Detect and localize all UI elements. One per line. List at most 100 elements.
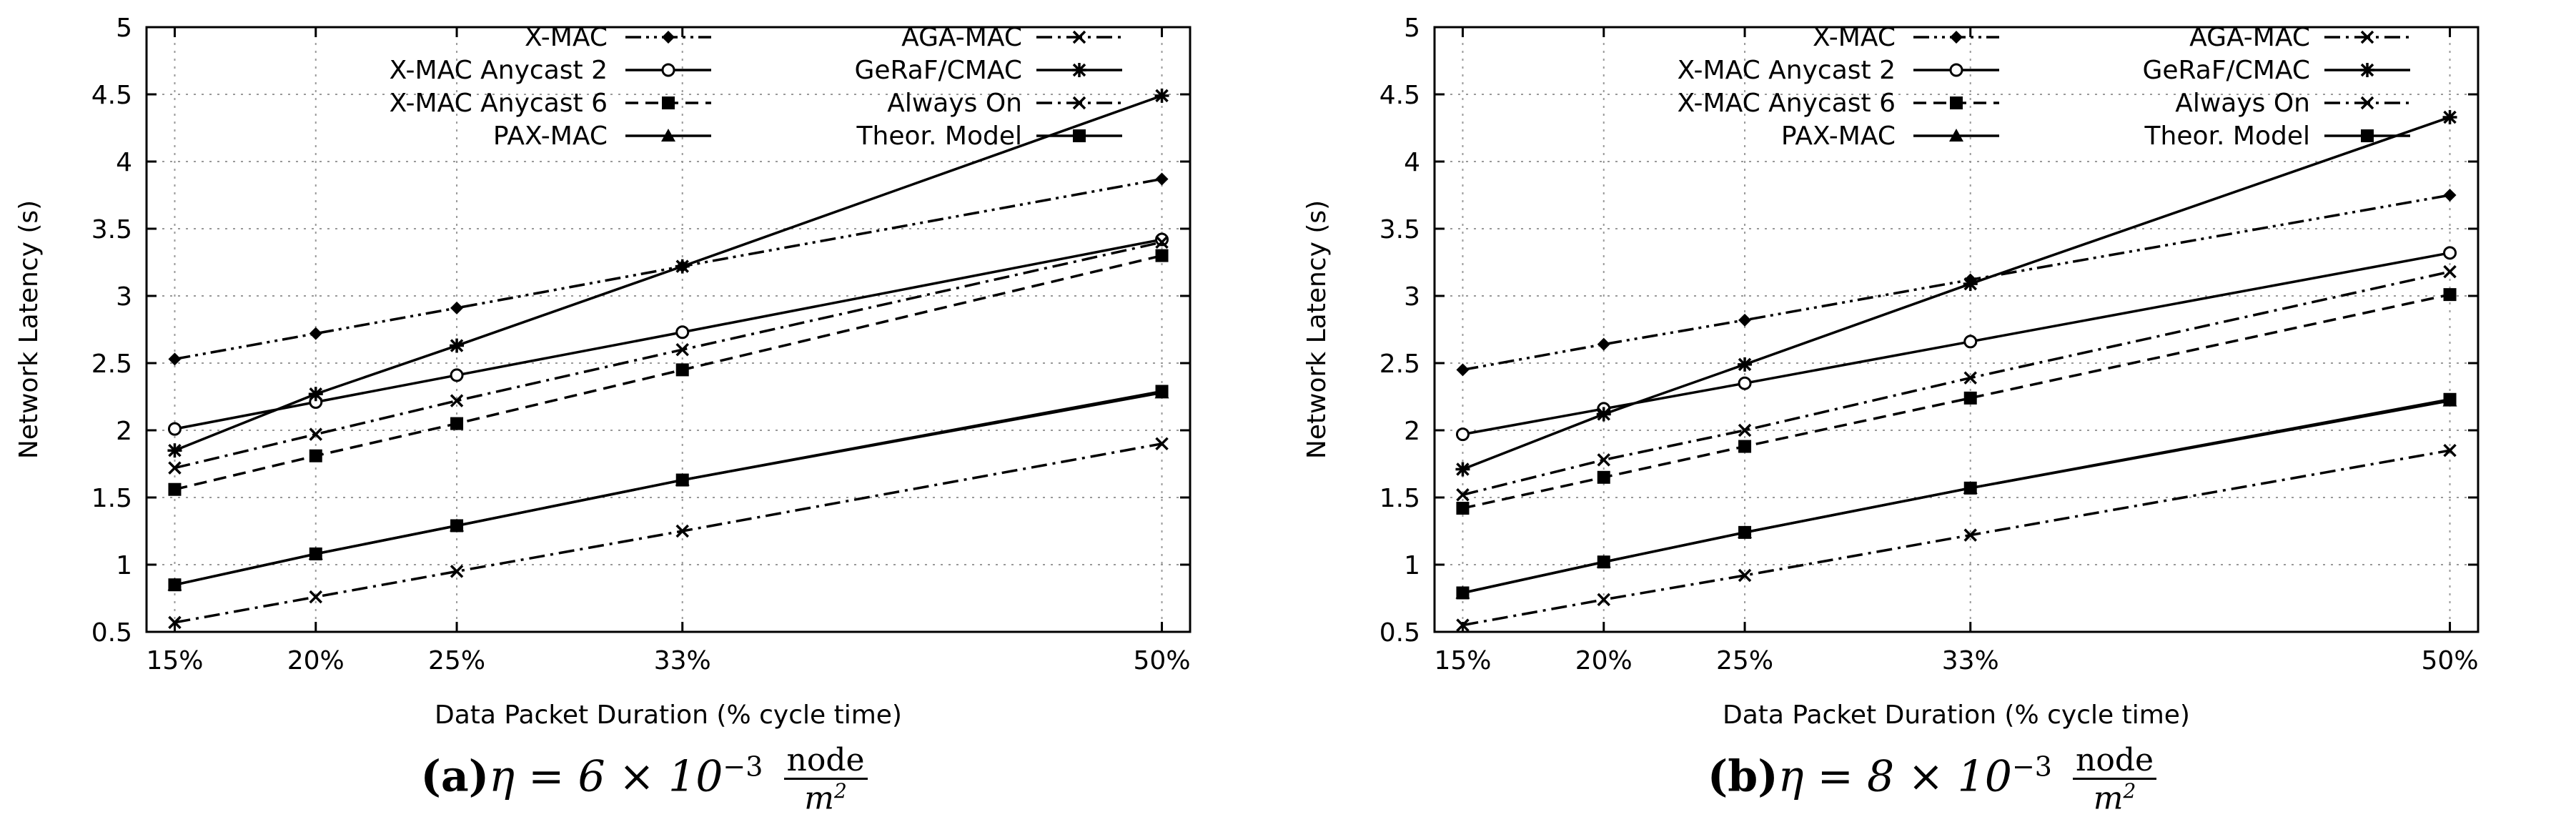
b-point-x-mac xyxy=(2443,189,2457,202)
b-point-x-mac-anycast-2 xyxy=(1963,335,1978,349)
caption-b-den-exp: 2 xyxy=(2123,779,2136,803)
b-y-tick-label: 0.5 xyxy=(1379,618,1420,648)
b-point-aga-mac xyxy=(1963,371,1977,385)
a-y-tick-label: 1.5 xyxy=(91,484,132,513)
b-point-x-mac-anycast-2 xyxy=(1455,427,1470,442)
b-point-x-mac-anycast-6 xyxy=(1597,470,1610,484)
a-series-aga-mac xyxy=(168,235,1169,475)
b-point-aga-mac xyxy=(1456,488,1470,502)
caption-b-num: node xyxy=(2073,745,2157,780)
b-point-theor-model xyxy=(1597,555,1610,569)
a-point-x-mac-anycast-2 xyxy=(450,368,464,382)
b-legend-item-theor-model: Theor. Model xyxy=(2144,122,2410,151)
b-point-x-mac xyxy=(1456,363,1470,377)
b-point-x-mac-anycast-2 xyxy=(2443,246,2457,260)
a-line-x-mac xyxy=(174,177,1162,361)
b-y-tick-label: 5 xyxy=(1404,14,1420,43)
b-line-pax-mac xyxy=(1462,399,2450,595)
b-legend-item-x-mac-anycast-2: X-MAC Anycast 2 xyxy=(1678,56,1999,85)
b-legend-marker xyxy=(1950,96,1963,109)
a-line-always-on xyxy=(174,442,1162,624)
b-legend-label: X-MAC Anycast 6 xyxy=(1678,89,1896,118)
b-y-tick-label: 4 xyxy=(1404,148,1420,177)
a-point-geraf-cmac xyxy=(450,338,465,353)
a-legend-item-theor-model: Theor. Model xyxy=(856,122,1122,151)
a-line-aga-mac xyxy=(174,241,1162,470)
b-point-x-mac-anycast-6 xyxy=(1738,440,1752,453)
caption-a-den-exp: 2 xyxy=(833,779,847,803)
b-legend-label: GeRaF/CMAC xyxy=(2143,56,2311,85)
chart-a-svg: 0.5 1 1.5 2 2.5 3 3.5 4 4.5 5 15% 20% 25% 33% 50% Data … xyxy=(14,14,1192,730)
a-line-pax-mac xyxy=(174,391,1162,586)
a-legend-label: X-MAC Anycast 6 xyxy=(390,89,608,118)
a-point-x-mac-anycast-6 xyxy=(168,482,182,496)
a-y-tick-label: 4 xyxy=(116,148,132,177)
b-legend-label: Theor. Model xyxy=(2144,122,2310,151)
a-legend-item-geraf-cmac: GeRaF/CMAC xyxy=(855,56,1122,85)
b-y-tick-label: 4.5 xyxy=(1379,81,1420,110)
b-point-x-mac-anycast-6 xyxy=(1456,502,1470,515)
caption-a-label: (a) xyxy=(420,751,490,802)
a-point-always-on xyxy=(168,615,182,630)
a-point-geraf-cmac xyxy=(1154,88,1169,103)
a-point-aga-mac xyxy=(309,427,322,441)
a-point-x-mac xyxy=(309,327,322,340)
a-legend-label: X-MAC xyxy=(525,23,608,52)
b-legend-label: X-MAC Anycast 2 xyxy=(1678,56,1896,85)
a-y-tick-label: 2 xyxy=(116,417,132,446)
b-y-tick-label: 3.5 xyxy=(1379,215,1420,244)
b-legend-marker xyxy=(1949,63,1963,77)
b-legend-label: Always On xyxy=(2175,89,2310,118)
a-y-tick-label: 0.5 xyxy=(91,618,132,648)
a-line-x-mac-anycast-2 xyxy=(174,238,1162,430)
a-series-geraf-cmac xyxy=(167,88,1169,458)
a-legend-label: X-MAC Anycast 2 xyxy=(390,56,608,85)
a-legend-label: Theor. Model xyxy=(856,122,1022,151)
a-legend-item-x-mac: X-MAC xyxy=(525,23,711,52)
b-y-axis-label: Network Latency (s) xyxy=(1302,200,1332,459)
a-y-tick-label: 3 xyxy=(116,282,132,312)
b-x-tick-label: 50% xyxy=(2422,646,2479,675)
b-point-always-on xyxy=(2443,443,2457,457)
b-legend-label: AGA-MAC xyxy=(2189,23,2310,52)
b-y-tick-label: 2.5 xyxy=(1379,350,1420,379)
chart-panel-a: 0.5 1 1.5 2 2.5 3 3.5 4 4.5 5 15% 20% 25% 33% 50% Data … xyxy=(14,14,1192,817)
b-point-theor-model xyxy=(1456,586,1470,600)
caption-b-text: η = 8 × 10 xyxy=(1778,751,2012,802)
b-y-tick-label: 1.5 xyxy=(1379,484,1420,513)
a-y-tick-label: 3.5 xyxy=(91,215,132,244)
a-point-x-mac xyxy=(168,352,182,366)
b-series-theor-model xyxy=(1456,392,2457,600)
b-plot-frame xyxy=(1433,26,2480,633)
a-point-x-mac-anycast-2 xyxy=(167,422,182,436)
a-plot-frame xyxy=(145,26,1192,633)
a-point-geraf-cmac xyxy=(675,259,690,274)
b-series-x-mac xyxy=(1456,189,2457,377)
caption-a-fraction: node m2 xyxy=(783,745,868,817)
a-point-x-mac-anycast-2 xyxy=(675,325,690,340)
chart-b-svg: 0.5 1 1.5 2 2.5 3 3.5 4 4.5 5 15% 20% 25% 33% 50% Data … xyxy=(1302,14,2480,730)
caption-b-den: m xyxy=(2093,780,2124,817)
a-point-x-mac xyxy=(450,301,464,315)
b-point-x-mac xyxy=(1738,313,1752,327)
a-x-tick-label: 15% xyxy=(146,646,203,675)
a-x-tick-label: 33% xyxy=(654,646,711,675)
b-point-aga-mac xyxy=(1597,453,1610,467)
a-series-always-on xyxy=(168,437,1169,630)
b-point-x-mac-anycast-2 xyxy=(1738,376,1752,390)
b-legend-item-pax-mac: PAX-MAC xyxy=(1781,122,1999,151)
b-point-geraf-cmac xyxy=(2442,109,2457,124)
b-legend-marker xyxy=(2360,30,2374,44)
b-series-always-on xyxy=(1456,443,2457,632)
b-line-geraf-cmac xyxy=(1462,116,2451,471)
a-point-x-mac-anycast-6 xyxy=(675,363,689,377)
a-series-theor-model xyxy=(168,385,1169,592)
a-legend-label: GeRaF/CMAC xyxy=(855,56,1023,85)
b-x-axis-label: Data Packet Duration (% cycle time) xyxy=(1723,700,2190,730)
a-point-aga-mac xyxy=(450,394,464,407)
a-legend-marker xyxy=(661,129,675,142)
a-point-theor-model xyxy=(168,578,182,592)
caption-a-den: m xyxy=(804,780,834,817)
b-point-aga-mac xyxy=(1738,423,1752,437)
b-point-x-mac xyxy=(1597,337,1610,351)
